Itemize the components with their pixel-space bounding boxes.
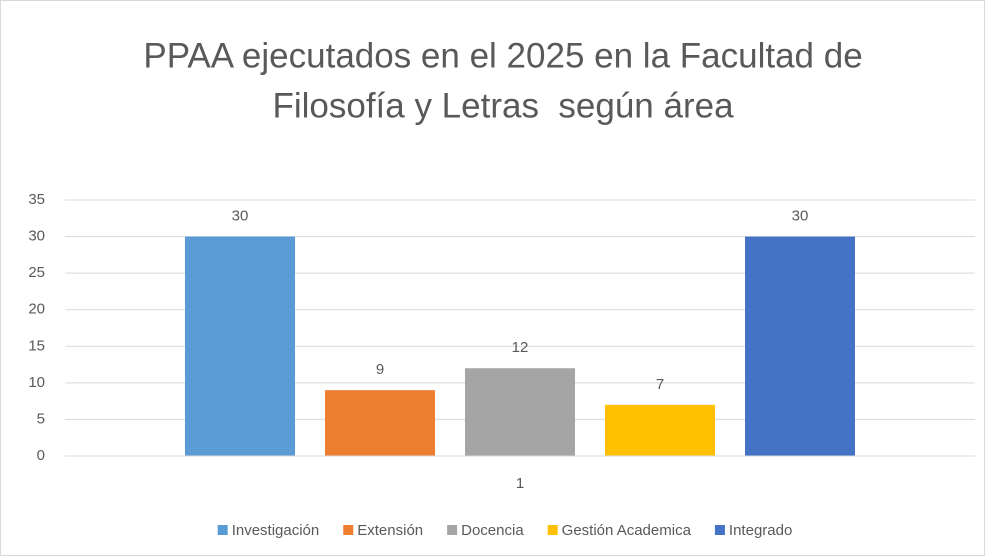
y-tick-label: 10 [28,374,45,391]
bar [465,368,575,456]
y-tick-label: 35 [28,191,45,208]
bar [745,236,855,456]
data-label: 30 [792,208,809,225]
legend-swatch [547,525,558,535]
legend-label: Docencia [461,522,524,539]
chart-title: Filosofía y Letras según área [272,86,734,125]
chart-title: PPAA ejecutados en el 2025 en la Faculta… [143,36,862,75]
data-label: 9 [376,361,384,378]
legend-swatch [343,525,354,535]
y-tick-label: 30 [28,228,45,245]
legend-label: Investigación [232,522,320,539]
legend-label: Integrado [729,522,792,539]
legend-label: Extensión [357,522,423,539]
y-tick-label: 15 [28,337,45,354]
y-tick-label: 25 [28,264,45,281]
y-tick-label: 20 [28,301,45,318]
legend-swatch [714,525,725,535]
data-label: 12 [512,339,529,356]
legend-swatch [217,525,228,535]
y-tick-label: 5 [37,410,45,427]
bar [605,404,715,456]
legend-label: Gestión Academica [562,522,692,539]
legend-swatch [447,525,458,535]
data-label: 7 [656,376,664,393]
bar [325,390,435,456]
bar [185,236,295,456]
y-tick-label: 0 [37,447,45,464]
x-tick-label: 1 [516,475,524,492]
data-label: 30 [232,208,249,225]
